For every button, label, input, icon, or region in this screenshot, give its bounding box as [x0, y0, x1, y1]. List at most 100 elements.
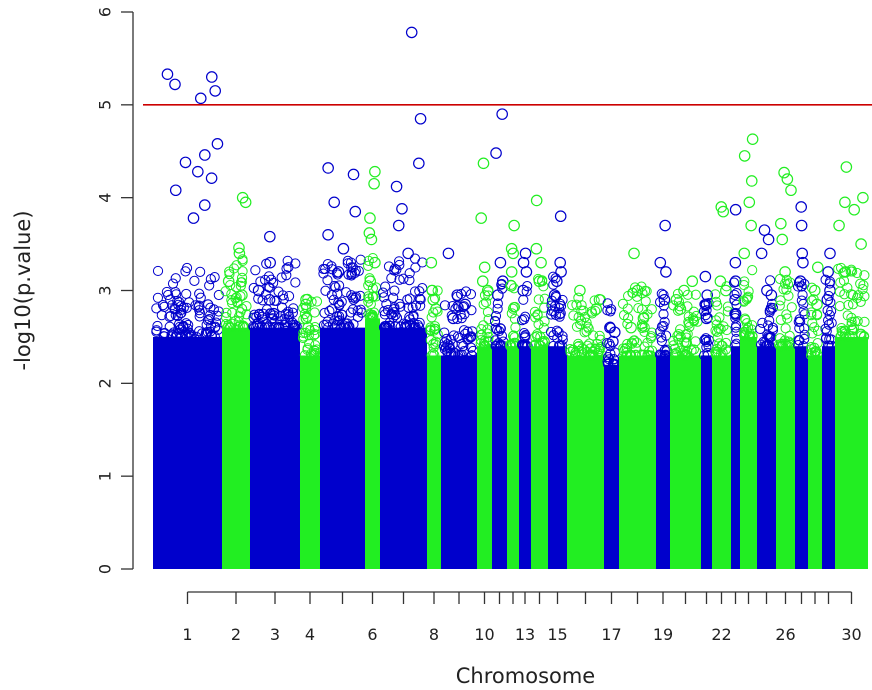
- data-point-top: [426, 284, 439, 297]
- data-point: [765, 275, 776, 286]
- data-point-top: [857, 191, 869, 204]
- y-tick-label: 2: [96, 378, 115, 388]
- data-point-top: [776, 233, 789, 246]
- data-point: [509, 301, 521, 313]
- data-point: [578, 305, 589, 316]
- data-point: [475, 338, 486, 349]
- data-point: [764, 307, 775, 318]
- data-point: [843, 299, 854, 311]
- data-point: [846, 316, 857, 328]
- data-point: [675, 324, 686, 335]
- data-point-top: [161, 68, 174, 80]
- data-point: [738, 296, 750, 307]
- data-point: [403, 302, 414, 313]
- data-point: [622, 318, 633, 330]
- data-point: [197, 328, 208, 339]
- data-point: [176, 331, 187, 342]
- data-point: [757, 317, 768, 328]
- chromosome-3-band: [250, 327, 300, 569]
- data-point: [659, 316, 670, 327]
- data-point: [549, 301, 560, 312]
- data-point: [575, 318, 586, 330]
- data-point: [257, 295, 268, 306]
- data-point: [377, 287, 389, 298]
- data-point: [432, 306, 443, 317]
- data-point: [230, 282, 242, 293]
- data-point-top: [781, 173, 794, 185]
- data-point: [588, 350, 599, 361]
- data-point: [165, 294, 176, 305]
- x-tick-label: 1: [182, 625, 192, 644]
- data-point: [584, 338, 595, 349]
- data-point: [256, 311, 268, 322]
- data-point-top: [729, 256, 742, 269]
- data-point-top: [194, 92, 207, 105]
- data-point-top: [179, 156, 192, 169]
- data-point: [348, 319, 359, 330]
- data-point: [428, 307, 439, 318]
- data-point-top: [839, 196, 851, 209]
- data-point: [794, 335, 805, 346]
- data-point: [699, 350, 710, 361]
- data-point: [618, 343, 629, 354]
- data-point: [209, 272, 220, 283]
- data-point-top: [302, 321, 314, 334]
- data-point: [658, 300, 670, 311]
- data-point: [348, 304, 359, 315]
- data-point: [799, 333, 810, 345]
- chromosome-21-band: [701, 355, 712, 569]
- x-tick-label: 17: [601, 625, 621, 644]
- data-point: [545, 326, 557, 338]
- data-point: [492, 324, 503, 336]
- data-point-top: [239, 196, 252, 209]
- data-point: [846, 312, 857, 323]
- data-point: [482, 324, 493, 335]
- data-point-top: [413, 157, 425, 170]
- data-point: [712, 326, 723, 338]
- data-point: [820, 323, 831, 334]
- data-point: [378, 292, 389, 303]
- data-point-top: [530, 194, 543, 207]
- data-point: [603, 358, 614, 370]
- data-point: [658, 320, 669, 332]
- data-point-top: [337, 242, 350, 255]
- data-point-top: [405, 26, 418, 39]
- data-point-top: [459, 298, 471, 311]
- data-point: [623, 290, 634, 302]
- data-point: [404, 268, 415, 279]
- data-point-top: [481, 284, 494, 297]
- data-point: [806, 307, 817, 318]
- data-point: [307, 349, 318, 361]
- data-point-top: [365, 233, 378, 246]
- data-point: [189, 275, 200, 286]
- data-point: [290, 258, 301, 269]
- data-point: [429, 325, 440, 336]
- data-point-top: [236, 289, 248, 301]
- data-point: [232, 321, 244, 333]
- data-point: [722, 306, 733, 317]
- data-point: [341, 287, 352, 298]
- data-point: [529, 306, 541, 317]
- data-point-top: [745, 219, 757, 232]
- data-point: [738, 279, 750, 291]
- data-point: [516, 315, 528, 326]
- data-point: [490, 323, 501, 334]
- data-point-top: [205, 172, 218, 184]
- chromosome-4-band: [300, 355, 320, 569]
- data-point: [681, 350, 692, 361]
- chromosome-19-band: [656, 355, 670, 569]
- data-point: [688, 306, 699, 317]
- data-point: [465, 332, 476, 343]
- data-point: [282, 255, 293, 266]
- data-point: [605, 348, 616, 359]
- data-point: [551, 325, 563, 336]
- data-point: [673, 328, 684, 340]
- data-point: [222, 322, 233, 333]
- data-point-top: [198, 199, 211, 211]
- data-point: [271, 295, 282, 307]
- data-point: [710, 350, 722, 361]
- data-point-top: [550, 275, 563, 288]
- data-point: [355, 254, 366, 265]
- data-point: [848, 322, 859, 334]
- data-point: [836, 322, 847, 334]
